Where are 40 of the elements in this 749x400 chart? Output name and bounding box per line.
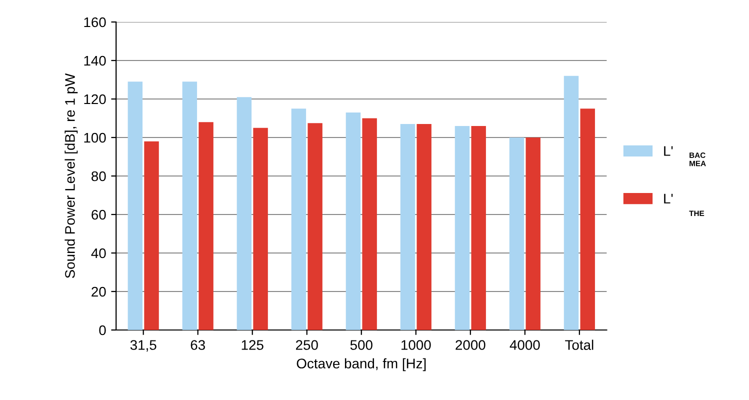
bar bbox=[144, 141, 159, 330]
x-tick-label: 125 bbox=[242, 340, 264, 350]
y-tick-label: 40 bbox=[91, 248, 106, 258]
y-tick-label: 160 bbox=[84, 17, 106, 28]
bar bbox=[253, 128, 268, 330]
x-tick-label: 500 bbox=[350, 340, 372, 350]
y-axis-title: Sound Power Level [dB], re 1 pW bbox=[64, 73, 78, 278]
bar bbox=[236, 97, 252, 330]
x-tick-label: 63 bbox=[190, 340, 205, 350]
bar bbox=[128, 82, 143, 330]
bar bbox=[362, 118, 377, 330]
y-tick-label: 100 bbox=[84, 132, 106, 143]
x-tick-label: Total bbox=[565, 340, 594, 350]
legend-label: L' bbox=[664, 194, 673, 204]
y-tick-label: 60 bbox=[92, 210, 106, 220]
bar bbox=[526, 138, 540, 330]
bar bbox=[182, 82, 198, 330]
y-tick-label: 0 bbox=[99, 325, 106, 336]
bar bbox=[291, 108, 306, 330]
y-tick-label: 80 bbox=[92, 171, 106, 182]
y-tick-label: 20 bbox=[92, 286, 106, 297]
bar bbox=[564, 76, 579, 330]
bar bbox=[416, 124, 432, 330]
x-tick-label: 250 bbox=[296, 340, 318, 350]
bar bbox=[471, 126, 486, 330]
bar bbox=[198, 122, 214, 330]
bar bbox=[400, 124, 416, 330]
y-tick-label: 140 bbox=[84, 56, 106, 66]
bar bbox=[509, 138, 524, 330]
x-axis-title: Octave band, fm [Hz] bbox=[296, 358, 426, 372]
x-tick-label: 2000 bbox=[456, 340, 486, 350]
bar bbox=[308, 123, 322, 330]
bar bbox=[454, 126, 470, 330]
bar bbox=[580, 108, 595, 330]
y-tick-label: 120 bbox=[84, 94, 106, 104]
legend-label: L' bbox=[664, 146, 673, 156]
x-tick-label: 31,5 bbox=[130, 340, 156, 352]
x-tick-label: 4000 bbox=[510, 340, 540, 350]
bar bbox=[346, 112, 361, 330]
x-tick-label: 1000 bbox=[402, 340, 431, 350]
